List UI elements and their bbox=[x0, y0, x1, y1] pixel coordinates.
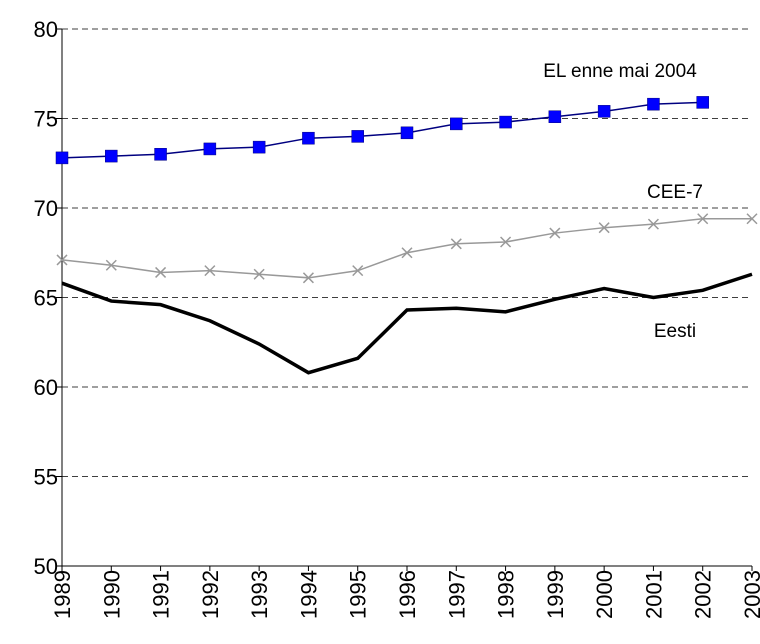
y-tick-label: 80 bbox=[34, 17, 58, 42]
series-label: Eesti bbox=[654, 321, 696, 342]
marker bbox=[400, 126, 414, 140]
marker bbox=[302, 272, 314, 284]
marker bbox=[548, 110, 562, 123]
x-tick-label: 2003 bbox=[740, 570, 760, 619]
marker bbox=[499, 115, 512, 129]
marker bbox=[253, 268, 265, 280]
marker bbox=[647, 218, 659, 230]
marker bbox=[105, 259, 117, 271]
y-tick-label: 65 bbox=[34, 286, 58, 311]
marker bbox=[56, 254, 68, 266]
x-tick-label: 1990 bbox=[99, 570, 124, 619]
series-label: EL enne mai 2004 bbox=[543, 61, 697, 82]
marker bbox=[203, 142, 217, 156]
marker bbox=[696, 96, 709, 109]
marker bbox=[500, 236, 512, 248]
x-tick-label: 1998 bbox=[494, 570, 519, 619]
series-line bbox=[61, 101, 703, 159]
x-tick-label: 1999 bbox=[543, 570, 568, 619]
marker bbox=[647, 97, 660, 111]
x-tick-label: 1989 bbox=[50, 570, 75, 619]
x-tick-label: 2002 bbox=[691, 570, 716, 619]
x-tick-label: 2001 bbox=[641, 570, 666, 619]
x-tick-label: 1997 bbox=[444, 570, 469, 619]
series-line bbox=[61, 217, 752, 279]
marker bbox=[597, 105, 611, 118]
x-tick-label: 1993 bbox=[247, 570, 272, 619]
marker bbox=[155, 266, 167, 278]
marker bbox=[598, 222, 610, 234]
x-tick-label: 1991 bbox=[149, 570, 174, 619]
marker bbox=[351, 130, 364, 143]
marker bbox=[401, 247, 413, 259]
marker bbox=[450, 238, 462, 250]
y-tick-label: 70 bbox=[34, 196, 58, 221]
y-tick-label: 50 bbox=[34, 554, 58, 579]
x-tick-label: 1992 bbox=[198, 570, 223, 619]
x-tick-label: 1996 bbox=[395, 570, 420, 619]
marker bbox=[549, 227, 561, 239]
series-line bbox=[61, 272, 753, 375]
marker bbox=[252, 140, 266, 154]
marker bbox=[697, 213, 709, 225]
x-tick-label: 2000 bbox=[592, 570, 617, 619]
y-tick-label: 75 bbox=[34, 107, 58, 132]
marker bbox=[450, 117, 463, 131]
marker bbox=[154, 148, 167, 161]
y-tick-label: 55 bbox=[34, 465, 58, 490]
y-tick-label: 60 bbox=[34, 375, 58, 400]
series-label: CEE-7 bbox=[647, 182, 703, 203]
marker bbox=[204, 265, 216, 277]
marker bbox=[55, 151, 69, 165]
marker bbox=[105, 149, 118, 163]
x-tick-label: 1994 bbox=[296, 570, 321, 619]
marker bbox=[746, 213, 758, 225]
marker bbox=[352, 265, 364, 277]
x-tick-label: 1995 bbox=[346, 570, 371, 619]
marker bbox=[302, 131, 315, 145]
